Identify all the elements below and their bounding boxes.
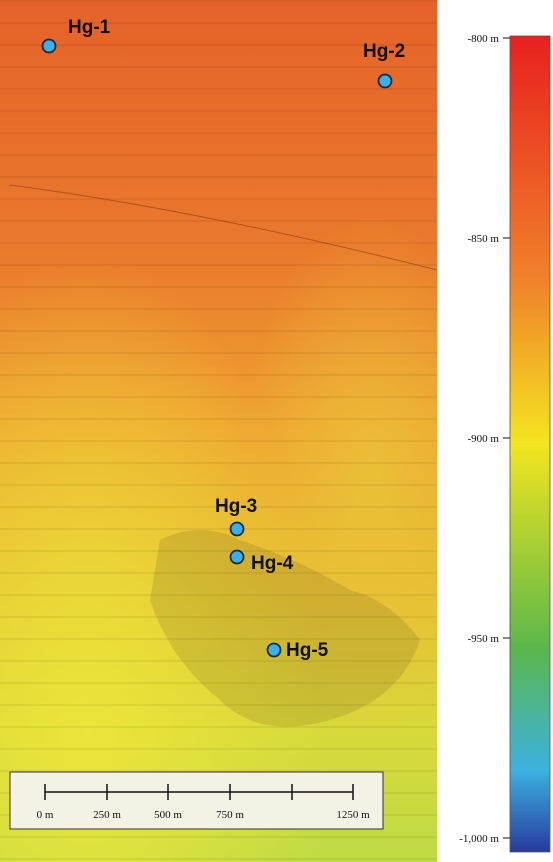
mound-relief xyxy=(150,530,420,727)
station-marker xyxy=(266,642,282,658)
station-label: Hg-1 xyxy=(68,17,111,38)
station-label: Hg-4 xyxy=(251,553,294,574)
station-marker xyxy=(377,73,393,89)
scale-bar-ticks: 0 m 250 m 500 m 750 m 1250 m xyxy=(37,784,370,821)
bathymetry-map xyxy=(0,0,438,862)
station-label: Hg-5 xyxy=(286,640,329,661)
colorbar: -800 m -850 m -900 m -950 m -1,000 m xyxy=(459,33,551,853)
station-marker xyxy=(229,549,245,565)
colorbar-tick-label: -850 m xyxy=(468,233,500,245)
scale-bar-label: 1250 m xyxy=(336,809,370,821)
scale-bar-label: 500 m xyxy=(154,809,182,821)
colorbar-tick-label: -800 m xyxy=(468,33,500,45)
station-marker xyxy=(229,521,245,537)
survey-lines xyxy=(0,0,437,862)
stations: Hg-1 Hg-2 Hg-3 Hg-4 Hg-5 xyxy=(41,17,405,661)
scale-bar-label: 250 m xyxy=(93,809,121,821)
station-label: Hg-2 xyxy=(363,41,405,62)
colorbar-ticks: -800 m -850 m -900 m -950 m -1,000 m xyxy=(459,33,510,845)
scale-bar-label: 0 m xyxy=(37,809,54,821)
colorbar-tick-label: -1,000 m xyxy=(459,833,499,845)
station-label: Hg-3 xyxy=(215,496,257,517)
colorbar-tick-label: -900 m xyxy=(468,433,500,445)
station-marker xyxy=(41,38,57,54)
scale-bar-label: 750 m xyxy=(216,809,244,821)
scale-bar-box xyxy=(9,771,384,830)
colorbar-tick-label: -950 m xyxy=(468,633,500,645)
colorbar-ramp xyxy=(509,35,551,853)
scale-bar: 0 m 250 m 500 m 750 m 1250 m xyxy=(9,771,384,830)
seafloor-feature xyxy=(9,184,438,271)
